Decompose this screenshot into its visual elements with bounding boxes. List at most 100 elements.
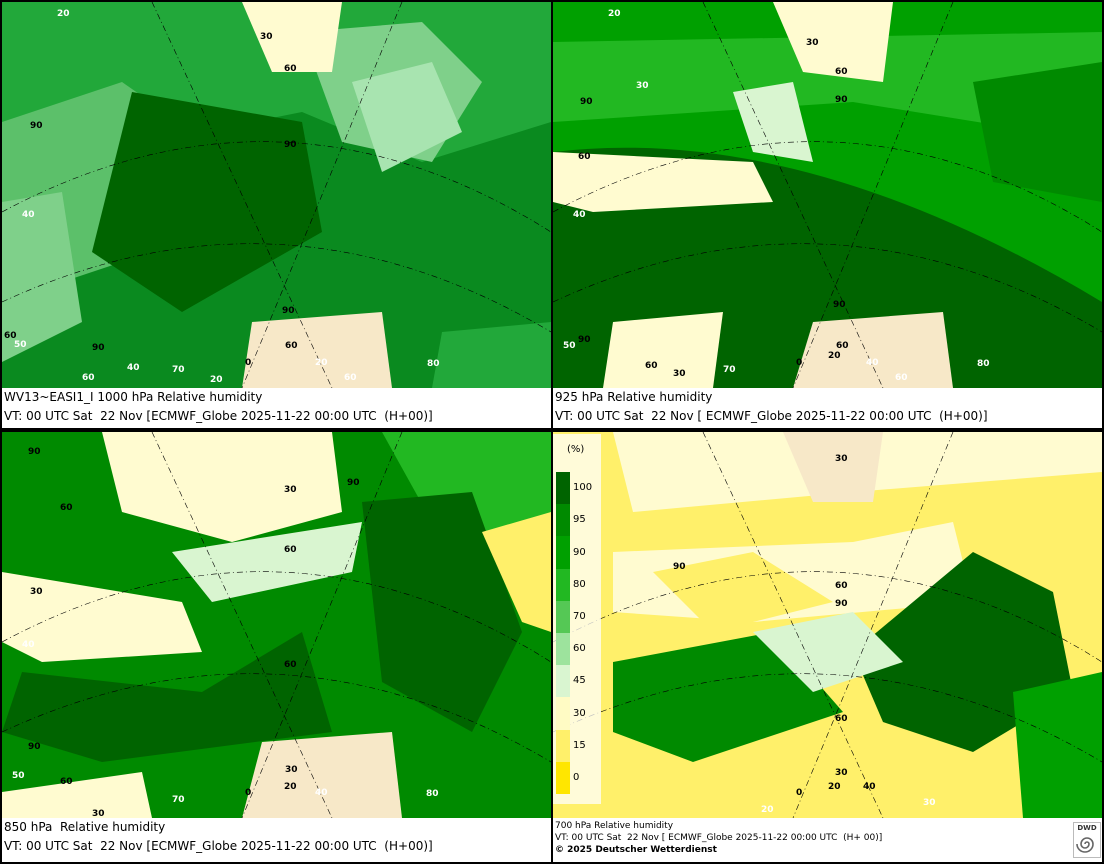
caption-925hpa: 925 hPa Relative humidity VT: 00 UTC Sat… xyxy=(553,388,1102,428)
contour-label: 90 xyxy=(284,140,297,150)
contour-label: 50 xyxy=(12,771,25,781)
contour-label: 60 xyxy=(4,331,17,341)
contour-labels-925hpa: 20 30 60 90 30 90 60 40 90 60 90 50 60 3… xyxy=(563,9,990,383)
contour-label: 90 xyxy=(578,335,591,345)
legend-tick-label: 60 xyxy=(573,643,586,655)
contour-label: 60 xyxy=(284,545,297,555)
legend-tick-label: 0 xyxy=(573,771,580,783)
contour-label: 0 xyxy=(796,358,802,368)
caption-850hpa: 850 hPa Relative humidity VT: 00 UTC Sat… xyxy=(2,818,551,862)
contour-label: 60 xyxy=(60,777,73,787)
humidity-map-700hpa xyxy=(553,432,1102,818)
contour-label: 30 xyxy=(923,798,936,808)
contour-label: 50 xyxy=(14,340,27,350)
contour-label: 90 xyxy=(833,300,846,310)
legend-tick-label: 30 xyxy=(573,707,586,719)
caption-title: 850 hPa Relative humidity xyxy=(4,820,166,834)
contour-label: 20 xyxy=(828,351,841,361)
contour-label: 40 xyxy=(315,788,328,798)
legend-tick-label: 45 xyxy=(573,675,586,687)
contour-label: 60 xyxy=(578,152,591,162)
contour-label: 0 xyxy=(245,788,251,798)
contour-label: 60 xyxy=(60,503,73,513)
legend-swatch xyxy=(556,665,570,698)
contour-label: 20 xyxy=(210,375,223,385)
humidity-map-1000hpa xyxy=(2,2,551,388)
legend-swatch xyxy=(556,472,570,505)
legend-unit: (%) xyxy=(567,444,585,455)
contour-label: 20 xyxy=(761,805,774,815)
contour-label: 30 xyxy=(260,32,273,42)
contour-label: 60 xyxy=(835,581,848,591)
contour-label: 40 xyxy=(863,782,876,792)
contour-label: 0 xyxy=(796,788,802,798)
contour-label: 90 xyxy=(835,95,848,105)
contour-label: 60 xyxy=(344,373,357,383)
map-panel-700hpa[interactable]: 30 90 60 90 60 30 40 20 0 20 30 xyxy=(553,432,1102,818)
contour-label: 20 xyxy=(315,358,328,368)
contour-label: 30 xyxy=(285,765,298,775)
logo-text: DWD xyxy=(1077,824,1097,832)
contour-label: 40 xyxy=(22,210,35,220)
copyright-notice: © 2025 Deutscher Wetterdienst xyxy=(555,845,717,855)
contour-label: 90 xyxy=(580,97,593,107)
color-legend: (%) 100 95 90 80 70 60 45 30 15 0 xyxy=(553,434,601,804)
caption-valid-time: VT: 00 UTC Sat 22 Nov [ ECMWF_Globe 2025… xyxy=(555,409,988,423)
contour-label: 60 xyxy=(82,373,95,383)
caption-title: 925 hPa Relative humidity xyxy=(555,390,713,404)
legend-tick-label: 95 xyxy=(573,514,586,526)
humidity-map-850hpa xyxy=(2,432,551,818)
legend-swatch xyxy=(556,761,570,794)
map-panel-925hpa[interactable]: 20 30 60 90 30 90 60 40 90 60 90 50 60 3… xyxy=(553,2,1102,388)
map-panel-1000hpa[interactable]: 20 30 60 90 90 40 90 60 90 50 70 60 40 2… xyxy=(2,2,551,388)
contour-label: 90 xyxy=(347,478,360,488)
contour-label: 20 xyxy=(608,9,621,19)
contour-label: 40 xyxy=(573,210,586,220)
contour-labels-850hpa: 90 30 90 60 60 30 40 60 90 50 60 30 70 0… xyxy=(12,447,439,818)
contour-label: 90 xyxy=(835,599,848,609)
contour-labels-700hpa: 30 90 60 90 60 30 40 20 0 20 30 xyxy=(673,454,936,815)
contour-label: 60 xyxy=(835,67,848,77)
contour-label: 70 xyxy=(172,365,185,375)
dwd-logo: DWD xyxy=(1073,822,1101,858)
contour-label: 30 xyxy=(284,485,297,495)
contour-label: 40 xyxy=(127,363,140,373)
caption-700hpa: 700 hPa Relative humidity VT: 00 UTC Sat… xyxy=(553,818,1102,862)
caption-valid-time: VT: 00 UTC Sat 22 Nov [ECMWF_Globe 2025-… xyxy=(4,839,433,853)
contour-label: 30 xyxy=(92,809,105,818)
contour-label: 30 xyxy=(30,587,43,597)
contour-label: 30 xyxy=(835,768,848,778)
legend-tick-label: 15 xyxy=(573,739,586,751)
contour-label: 70 xyxy=(172,795,185,805)
legend-tick-label: 80 xyxy=(573,578,586,590)
contour-label: 90 xyxy=(282,306,295,316)
contour-label: 30 xyxy=(636,81,649,91)
contour-label: 30 xyxy=(835,454,848,464)
legend-swatch xyxy=(556,504,570,537)
contour-label: 0 xyxy=(245,358,251,368)
contour-label: 80 xyxy=(977,359,990,369)
legend-swatch xyxy=(556,568,570,601)
contour-label: 90 xyxy=(673,562,686,572)
legend-swatch xyxy=(556,697,570,730)
contour-label: 40 xyxy=(866,358,879,368)
contour-label: 60 xyxy=(895,373,908,383)
contour-label: 40 xyxy=(22,640,35,650)
contour-label: 80 xyxy=(426,789,439,799)
legend-tick-label: 70 xyxy=(573,610,586,622)
contour-label: 30 xyxy=(673,369,686,379)
contour-label: 60 xyxy=(284,660,297,670)
dwd-spiral-icon xyxy=(1076,837,1094,853)
contour-label: 30 xyxy=(806,38,819,48)
contour-labels-1000hpa: 20 30 60 90 90 40 90 60 90 50 70 60 40 2… xyxy=(4,9,440,385)
contour-label: 60 xyxy=(645,361,658,371)
caption-valid-time: VT: 00 UTC Sat 22 Nov [ ECMWF_Globe 2025… xyxy=(555,833,883,843)
contour-label: 80 xyxy=(427,359,440,369)
contour-label: 90 xyxy=(28,447,41,457)
map-panel-850hpa[interactable]: 90 30 90 60 60 30 40 60 90 50 60 30 70 0… xyxy=(2,432,551,818)
contour-label: 60 xyxy=(835,714,848,724)
contour-label: 50 xyxy=(563,341,576,351)
legend-swatch xyxy=(556,633,570,666)
contour-label: 20 xyxy=(57,9,70,19)
